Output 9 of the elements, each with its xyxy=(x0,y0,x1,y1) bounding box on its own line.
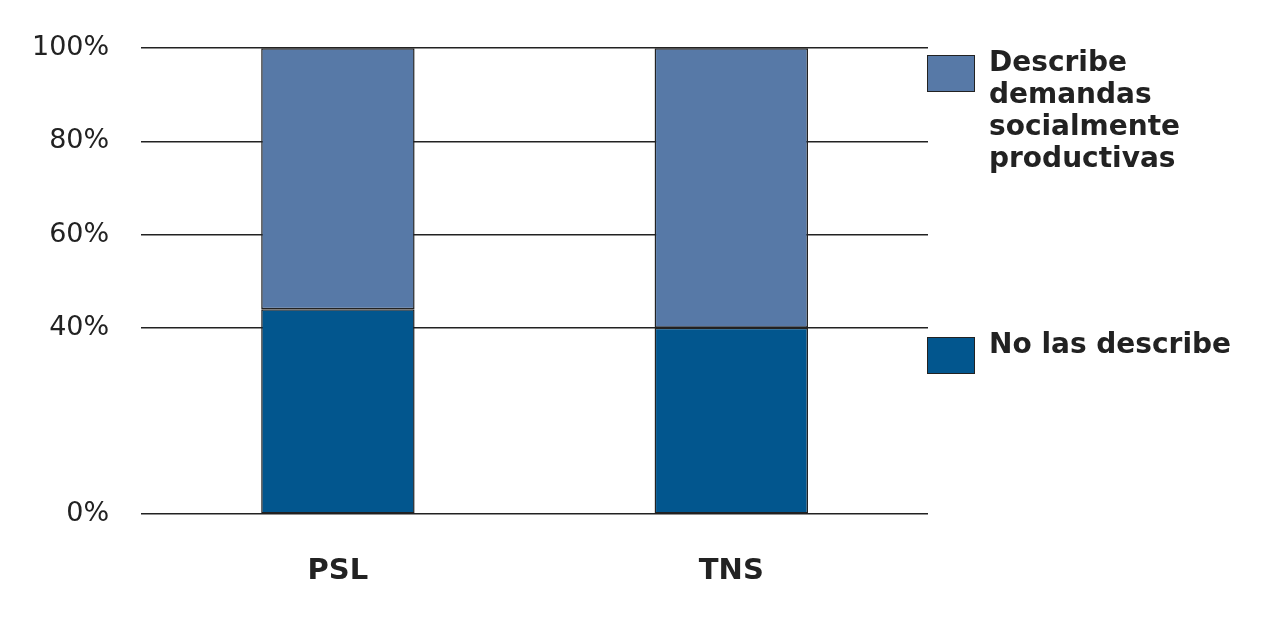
y-tick-label: 0% xyxy=(66,496,110,528)
y-tick-label: 80% xyxy=(49,123,110,155)
legend-label: Describe demandas socialmente productivas xyxy=(989,45,1182,174)
y-tick-label: 40% xyxy=(49,309,110,341)
y-tick-label: 60% xyxy=(49,216,110,248)
legend-label: No las describe xyxy=(989,327,1233,360)
x-tick-label: TNS xyxy=(698,552,764,587)
x-tick-label: PSL xyxy=(307,552,369,587)
y-tick-label: 100% xyxy=(31,30,110,62)
